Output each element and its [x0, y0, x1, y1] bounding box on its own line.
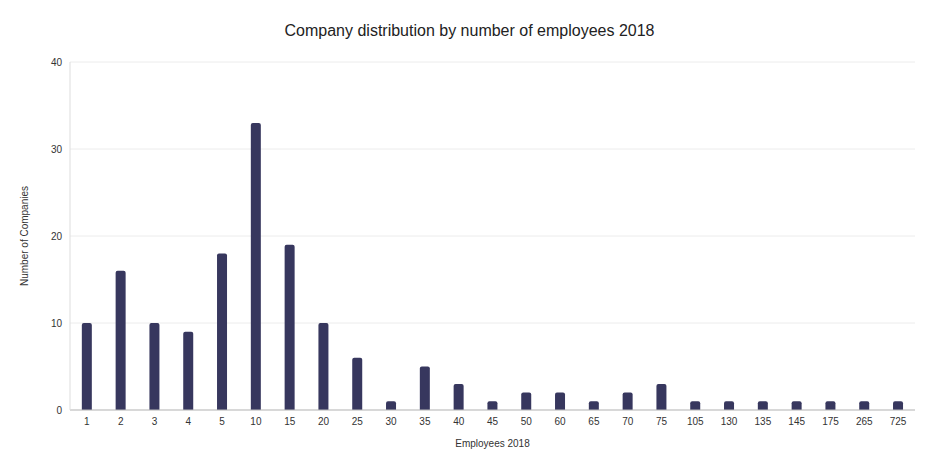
svg-text:145: 145 [788, 416, 805, 427]
svg-text:75: 75 [656, 416, 668, 427]
svg-text:265: 265 [856, 416, 873, 427]
svg-text:20: 20 [51, 231, 63, 242]
svg-text:135: 135 [755, 416, 772, 427]
svg-text:65: 65 [588, 416, 600, 427]
svg-text:10: 10 [250, 416, 262, 427]
svg-text:725: 725 [890, 416, 907, 427]
svg-text:45: 45 [487, 416, 499, 427]
svg-text:130: 130 [721, 416, 738, 427]
svg-text:50: 50 [521, 416, 533, 427]
svg-text:0: 0 [56, 405, 62, 416]
svg-text:175: 175 [822, 416, 839, 427]
svg-text:Number of Companies: Number of Companies [19, 186, 30, 286]
svg-text:5: 5 [219, 416, 225, 427]
svg-text:60: 60 [555, 416, 567, 427]
svg-text:25: 25 [352, 416, 364, 427]
html-text:Company distribution by number: Company distribution by number of employ… [284, 22, 655, 39]
svg-text:30: 30 [386, 416, 398, 427]
svg-text:40: 40 [51, 57, 63, 68]
svg-text:30: 30 [51, 144, 63, 155]
svg-text:40: 40 [453, 416, 465, 427]
svg-text:Employees 2018: Employees 2018 [455, 438, 530, 449]
svg-text:20: 20 [318, 416, 330, 427]
svg-text:1: 1 [84, 416, 90, 427]
svg-text:4: 4 [186, 416, 192, 427]
svg-text:3: 3 [152, 416, 158, 427]
svg-text:10: 10 [51, 318, 63, 329]
svg-text:35: 35 [419, 416, 431, 427]
svg-text:105: 105 [687, 416, 704, 427]
svg-text:70: 70 [622, 416, 634, 427]
svg-text:2: 2 [118, 416, 124, 427]
svg-text:15: 15 [284, 416, 296, 427]
